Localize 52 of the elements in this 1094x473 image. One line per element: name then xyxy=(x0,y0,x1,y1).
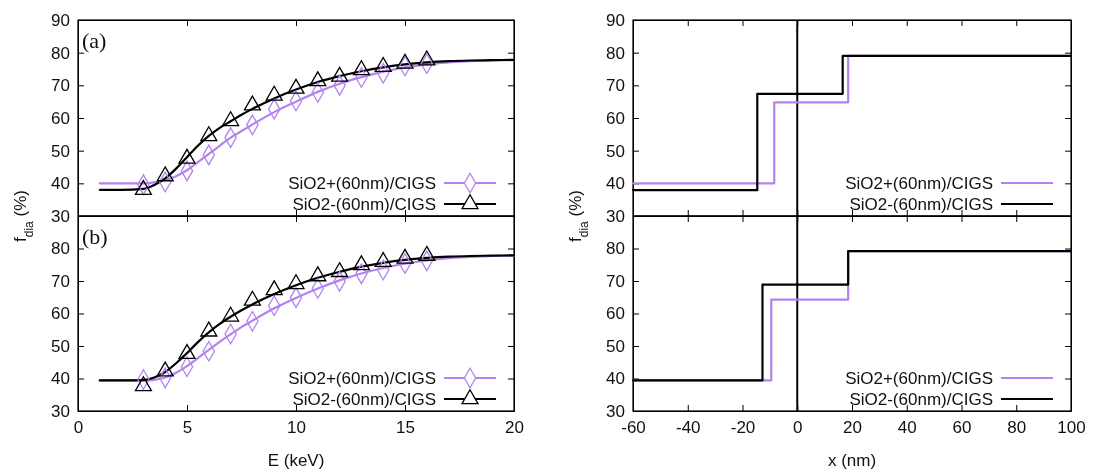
x-tick-label: -60 xyxy=(621,418,646,438)
legend-label: SiO2+(60nm)/CIGS xyxy=(288,369,436,388)
y-tick-label: 40 xyxy=(606,174,625,194)
y-tick-label: 60 xyxy=(606,108,625,128)
y-tick-label: 40 xyxy=(51,369,70,389)
x-axis-title: x (nm) xyxy=(827,451,877,470)
x-tick-label: 15 xyxy=(396,418,415,438)
y-tick-label: 70 xyxy=(51,76,70,96)
x-tick-label: 0 xyxy=(73,418,84,438)
x-tick-label: 5 xyxy=(182,418,193,438)
x-tick-label: 100 xyxy=(1057,418,1086,438)
legend-label: SiO2-(60nm)/CIGS xyxy=(849,390,993,409)
y-tick-label: 90 xyxy=(51,10,70,30)
y-tick-label: 50 xyxy=(606,336,625,356)
x-tick-label: 40 xyxy=(897,418,917,438)
annotation: (a) xyxy=(82,28,107,53)
y-tick-label: 60 xyxy=(51,108,70,128)
x-tick-label: -20 xyxy=(730,418,756,438)
y-tick-label: 30 xyxy=(606,206,625,226)
y-tick-label: 60 xyxy=(606,304,625,324)
y-tick-label: 50 xyxy=(51,336,70,356)
y-tick-label: 50 xyxy=(51,141,70,161)
x-tick-label: -40 xyxy=(675,418,701,438)
y-tick-label: 50 xyxy=(606,141,625,161)
x-tick-label: 80 xyxy=(1007,418,1027,438)
legend-label: SiO2-(60nm)/CIGS xyxy=(292,195,436,214)
legend-label: SiO2+(60nm)/CIGS xyxy=(845,174,993,193)
annotation: (b) xyxy=(82,224,108,249)
legend-label: SiO2+(60nm)/CIGS xyxy=(288,174,436,193)
y-tick-label: 40 xyxy=(51,174,70,194)
legend-label: SiO2-(60nm)/CIGS xyxy=(292,390,436,409)
y-tick-label: 80 xyxy=(51,239,70,259)
x-tick-label: 60 xyxy=(952,418,972,438)
y-tick-label: 80 xyxy=(606,239,625,259)
y-tick-label: 40 xyxy=(606,369,625,389)
legend-label: SiO2+(60nm)/CIGS xyxy=(845,369,993,388)
x-tick-label: 20 xyxy=(843,418,862,438)
y-tick-label: 70 xyxy=(606,76,625,96)
y-tick-label: 70 xyxy=(606,271,625,291)
x-tick-label: 10 xyxy=(287,418,306,438)
y-tick-label: 30 xyxy=(606,401,625,421)
x-tick-label: 20 xyxy=(505,418,524,438)
y-tick-label: 80 xyxy=(606,43,625,63)
y-tick-label: 60 xyxy=(51,304,70,324)
x-tick-label: 0 xyxy=(793,418,803,438)
y-tick-label: 30 xyxy=(51,206,70,226)
legend-label: SiO2-(60nm)/CIGS xyxy=(849,195,993,214)
y-tick-label: 30 xyxy=(51,401,70,421)
y-tick-label: 70 xyxy=(51,271,70,291)
y-tick-label: 90 xyxy=(606,10,625,30)
x-axis-title: E (keV) xyxy=(267,451,325,470)
y-tick-label: 80 xyxy=(51,43,70,63)
